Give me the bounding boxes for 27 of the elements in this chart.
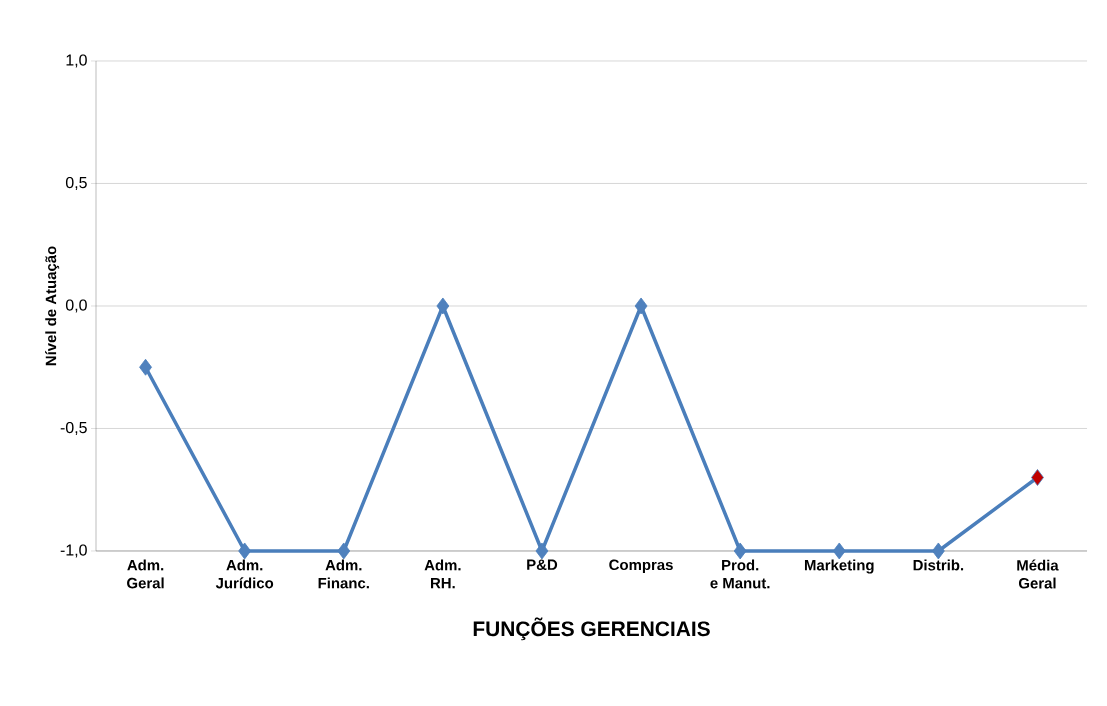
point: [337, 542, 351, 560]
point: [535, 542, 549, 560]
x-tick-label: Compras: [609, 559, 673, 574]
x-tick-label: Marketing: [804, 559, 874, 574]
x-axis-title: FUNÇÕES GERENCIAIS: [473, 617, 710, 641]
x-tick-label: Prod. e Manut.: [710, 559, 770, 589]
point: [931, 542, 945, 560]
y-tick-label: -1,0: [60, 544, 87, 558]
x-tick-label: Adm. RH.: [424, 559, 461, 589]
x-tick-label: Adm. Financ.: [318, 559, 369, 589]
x-tick-label: Adm. Geral: [127, 559, 164, 589]
y-tick-label: 1,0: [66, 54, 87, 68]
y-tick-label: 0,0: [65, 299, 87, 313]
point: [733, 542, 747, 560]
point: [634, 297, 648, 315]
x-tick-label: Média Geral: [1017, 559, 1059, 589]
y-axis-title: Nível de Atuação: [45, 246, 60, 366]
point: [139, 358, 152, 376]
x-tick-label: P&D: [527, 559, 558, 570]
point: [832, 542, 846, 560]
x-tick-label: Distrib.: [913, 559, 964, 571]
point: [436, 297, 450, 315]
x-tick-label: Adm. Jurídico: [215, 559, 274, 589]
point: [1031, 469, 1044, 486]
y-tick-label: -0,5: [60, 421, 87, 436]
point: [238, 542, 252, 560]
y-tick-label: 0,5: [65, 176, 87, 191]
